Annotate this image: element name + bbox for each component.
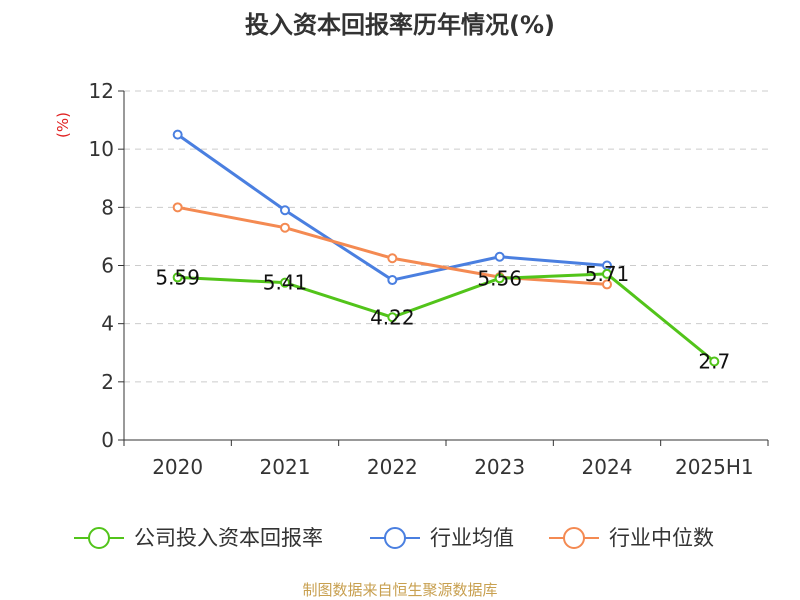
y-tick-label: 12 (89, 79, 114, 103)
data-point (602, 279, 612, 290)
series-1 (172, 129, 612, 286)
chart-title: 投入资本回报率历年情况(%) (245, 11, 555, 39)
legend-label: 行业均值 (430, 526, 514, 550)
legend-marker (384, 527, 406, 549)
y-tick-label: 8 (101, 195, 114, 219)
data-label: 5.71 (585, 262, 630, 286)
x-tick-label: 2024 (582, 455, 633, 479)
data-point (280, 222, 290, 233)
data-point (280, 205, 290, 216)
data-point (494, 273, 505, 284)
data-point (280, 277, 290, 288)
data-point (387, 253, 398, 264)
x-tick-label: 2025H1 (675, 455, 754, 479)
series-line (177, 272, 716, 363)
legend-marker (563, 527, 585, 549)
data-point (387, 312, 398, 323)
y-tick-label: 6 (101, 254, 114, 278)
series-0 (172, 268, 720, 367)
legend-item-1[interactable]: 行业均值 (370, 526, 514, 550)
y-axis-unit: (%) (54, 112, 72, 138)
y-axis-ticks: 0 2 4 6 8 10 12 (89, 79, 124, 452)
source-note: 制图数据来自恒生聚源数据库 (302, 581, 497, 599)
legend[interactable]: 公司投入资本回报率 行业均值 行业中位数 (74, 526, 714, 550)
legend-label: 行业中位数 (609, 526, 714, 550)
y-tick-label: 2 (101, 370, 114, 394)
grid-lines (124, 90, 768, 383)
y-tick-label: 0 (101, 428, 114, 452)
legend-label: 公司投入资本回报率 (134, 526, 323, 550)
data-label: 2.7 (698, 349, 730, 373)
legend-marker (88, 527, 110, 549)
data-point (709, 356, 720, 367)
data-labels: 5.59 5.41 4.22 5.56 5.71 2.7 (155, 262, 730, 374)
data-label: 4.22 (370, 305, 415, 329)
data-point (172, 272, 183, 283)
data-point (494, 251, 505, 262)
data-point (172, 129, 183, 140)
x-axis-ticks: 2020 2021 2022 2023 2024 2025H1 (123, 440, 769, 479)
x-tick-label: 2021 (260, 455, 311, 479)
data-point (172, 202, 183, 213)
data-label: 5.56 (477, 266, 522, 290)
y-tick-label: 10 (89, 137, 114, 161)
x-tick-label: 2022 (367, 455, 418, 479)
series-line (177, 205, 608, 286)
data-point (387, 275, 398, 286)
legend-item-2[interactable]: 行业中位数 (549, 526, 714, 550)
data-label: 5.41 (263, 271, 308, 295)
series-group (172, 129, 720, 367)
y-tick-label: 4 (101, 312, 114, 336)
x-tick-label: 2023 (474, 455, 525, 479)
legend-item-0[interactable]: 公司投入资本回报率 (74, 526, 323, 550)
x-tick-label: 2020 (152, 455, 203, 479)
data-label: 5.59 (155, 265, 200, 289)
data-point (602, 268, 612, 279)
